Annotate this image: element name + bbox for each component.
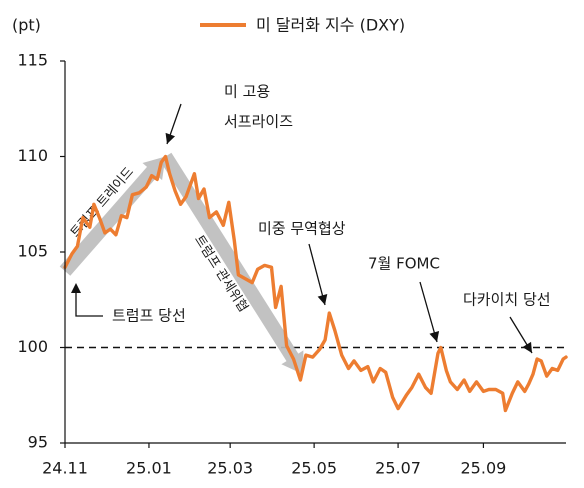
y-tick-label: 115	[17, 51, 48, 70]
x-tick-label: 25.03	[207, 459, 253, 478]
annotation-label-us-china-trade: 미중 무역협상	[258, 220, 346, 238]
annotation-pointer-trump-elected	[75, 292, 103, 317]
annotation-arrowhead-trump-surprise	[165, 132, 176, 144]
annotation-pointer-july-fomc	[419, 281, 438, 343]
annotation-pointer-us-china-trade	[308, 243, 326, 306]
annotation-arrowhead-july-fomc	[429, 331, 440, 342]
annotation-label-trump-elected: 트럼프 당선	[112, 307, 186, 325]
annotation-label-july-fomc: 7월 FOMC	[368, 255, 440, 273]
x-tick-label: 25.09	[461, 459, 507, 478]
annotation-label-trump-surprise: 미 고용	[224, 83, 270, 101]
x-tick-label: 25.07	[375, 459, 421, 478]
y-tick-label: 105	[17, 242, 48, 261]
series-line-dxy	[63, 154, 568, 413]
y-tick-label: 95	[28, 433, 48, 452]
annotation-arrowhead-trump-elected	[71, 283, 81, 293]
x-tick-label: 25.05	[291, 459, 337, 478]
y-tick-label: 100	[17, 337, 48, 356]
annotation-arrowhead-takaichi-elected	[522, 341, 532, 353]
annotation-arrowhead-us-china-trade	[317, 294, 328, 305]
y-tick-label: 110	[17, 146, 48, 165]
x-tick-label: 24.11	[42, 459, 88, 478]
legend-label: 미 달러화 지수 (DXY)	[256, 16, 405, 35]
trend-arrow-trump-trade	[59, 156, 166, 276]
annotation-label-takaichi-elected: 다카이치 당선	[463, 291, 551, 309]
annotation-label-trump-surprise: 서프라이즈	[224, 113, 293, 131]
x-tick-label: 25.01	[126, 459, 172, 478]
trend-arrow-tariff-risk	[159, 152, 304, 375]
y-unit-label: (pt)	[12, 16, 41, 35]
